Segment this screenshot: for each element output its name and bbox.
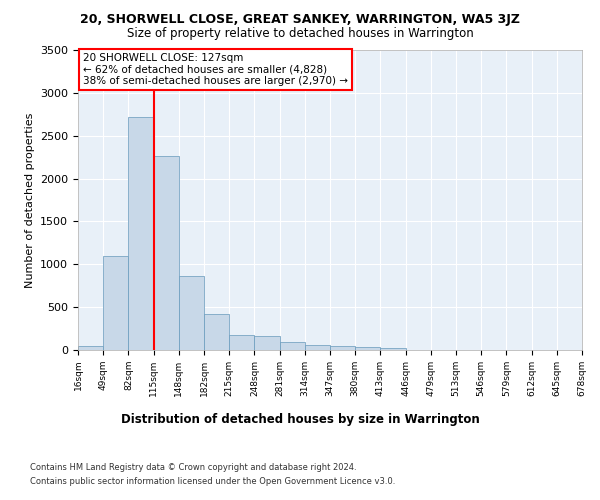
Bar [78,346,103,350]
Bar [128,117,154,350]
Bar [229,336,254,350]
Bar [330,346,355,350]
Bar [154,156,179,350]
Y-axis label: Number of detached properties: Number of detached properties [25,112,35,288]
Bar [380,348,406,350]
Bar [355,347,380,350]
Text: Contains HM Land Registry data © Crown copyright and database right 2024.: Contains HM Land Registry data © Crown c… [30,462,356,471]
Bar [305,345,330,350]
Text: 20, SHORWELL CLOSE, GREAT SANKEY, WARRINGTON, WA5 3JZ: 20, SHORWELL CLOSE, GREAT SANKEY, WARRIN… [80,12,520,26]
Bar [254,336,280,350]
Text: Size of property relative to detached houses in Warrington: Size of property relative to detached ho… [127,28,473,40]
Bar [280,342,305,350]
Text: Distribution of detached houses by size in Warrington: Distribution of detached houses by size … [121,412,479,426]
Text: 20 SHORWELL CLOSE: 127sqm
← 62% of detached houses are smaller (4,828)
38% of se: 20 SHORWELL CLOSE: 127sqm ← 62% of detac… [83,53,348,86]
Bar [179,276,204,350]
Bar [103,256,128,350]
Bar [204,314,229,350]
Text: Contains public sector information licensed under the Open Government Licence v3: Contains public sector information licen… [30,478,395,486]
